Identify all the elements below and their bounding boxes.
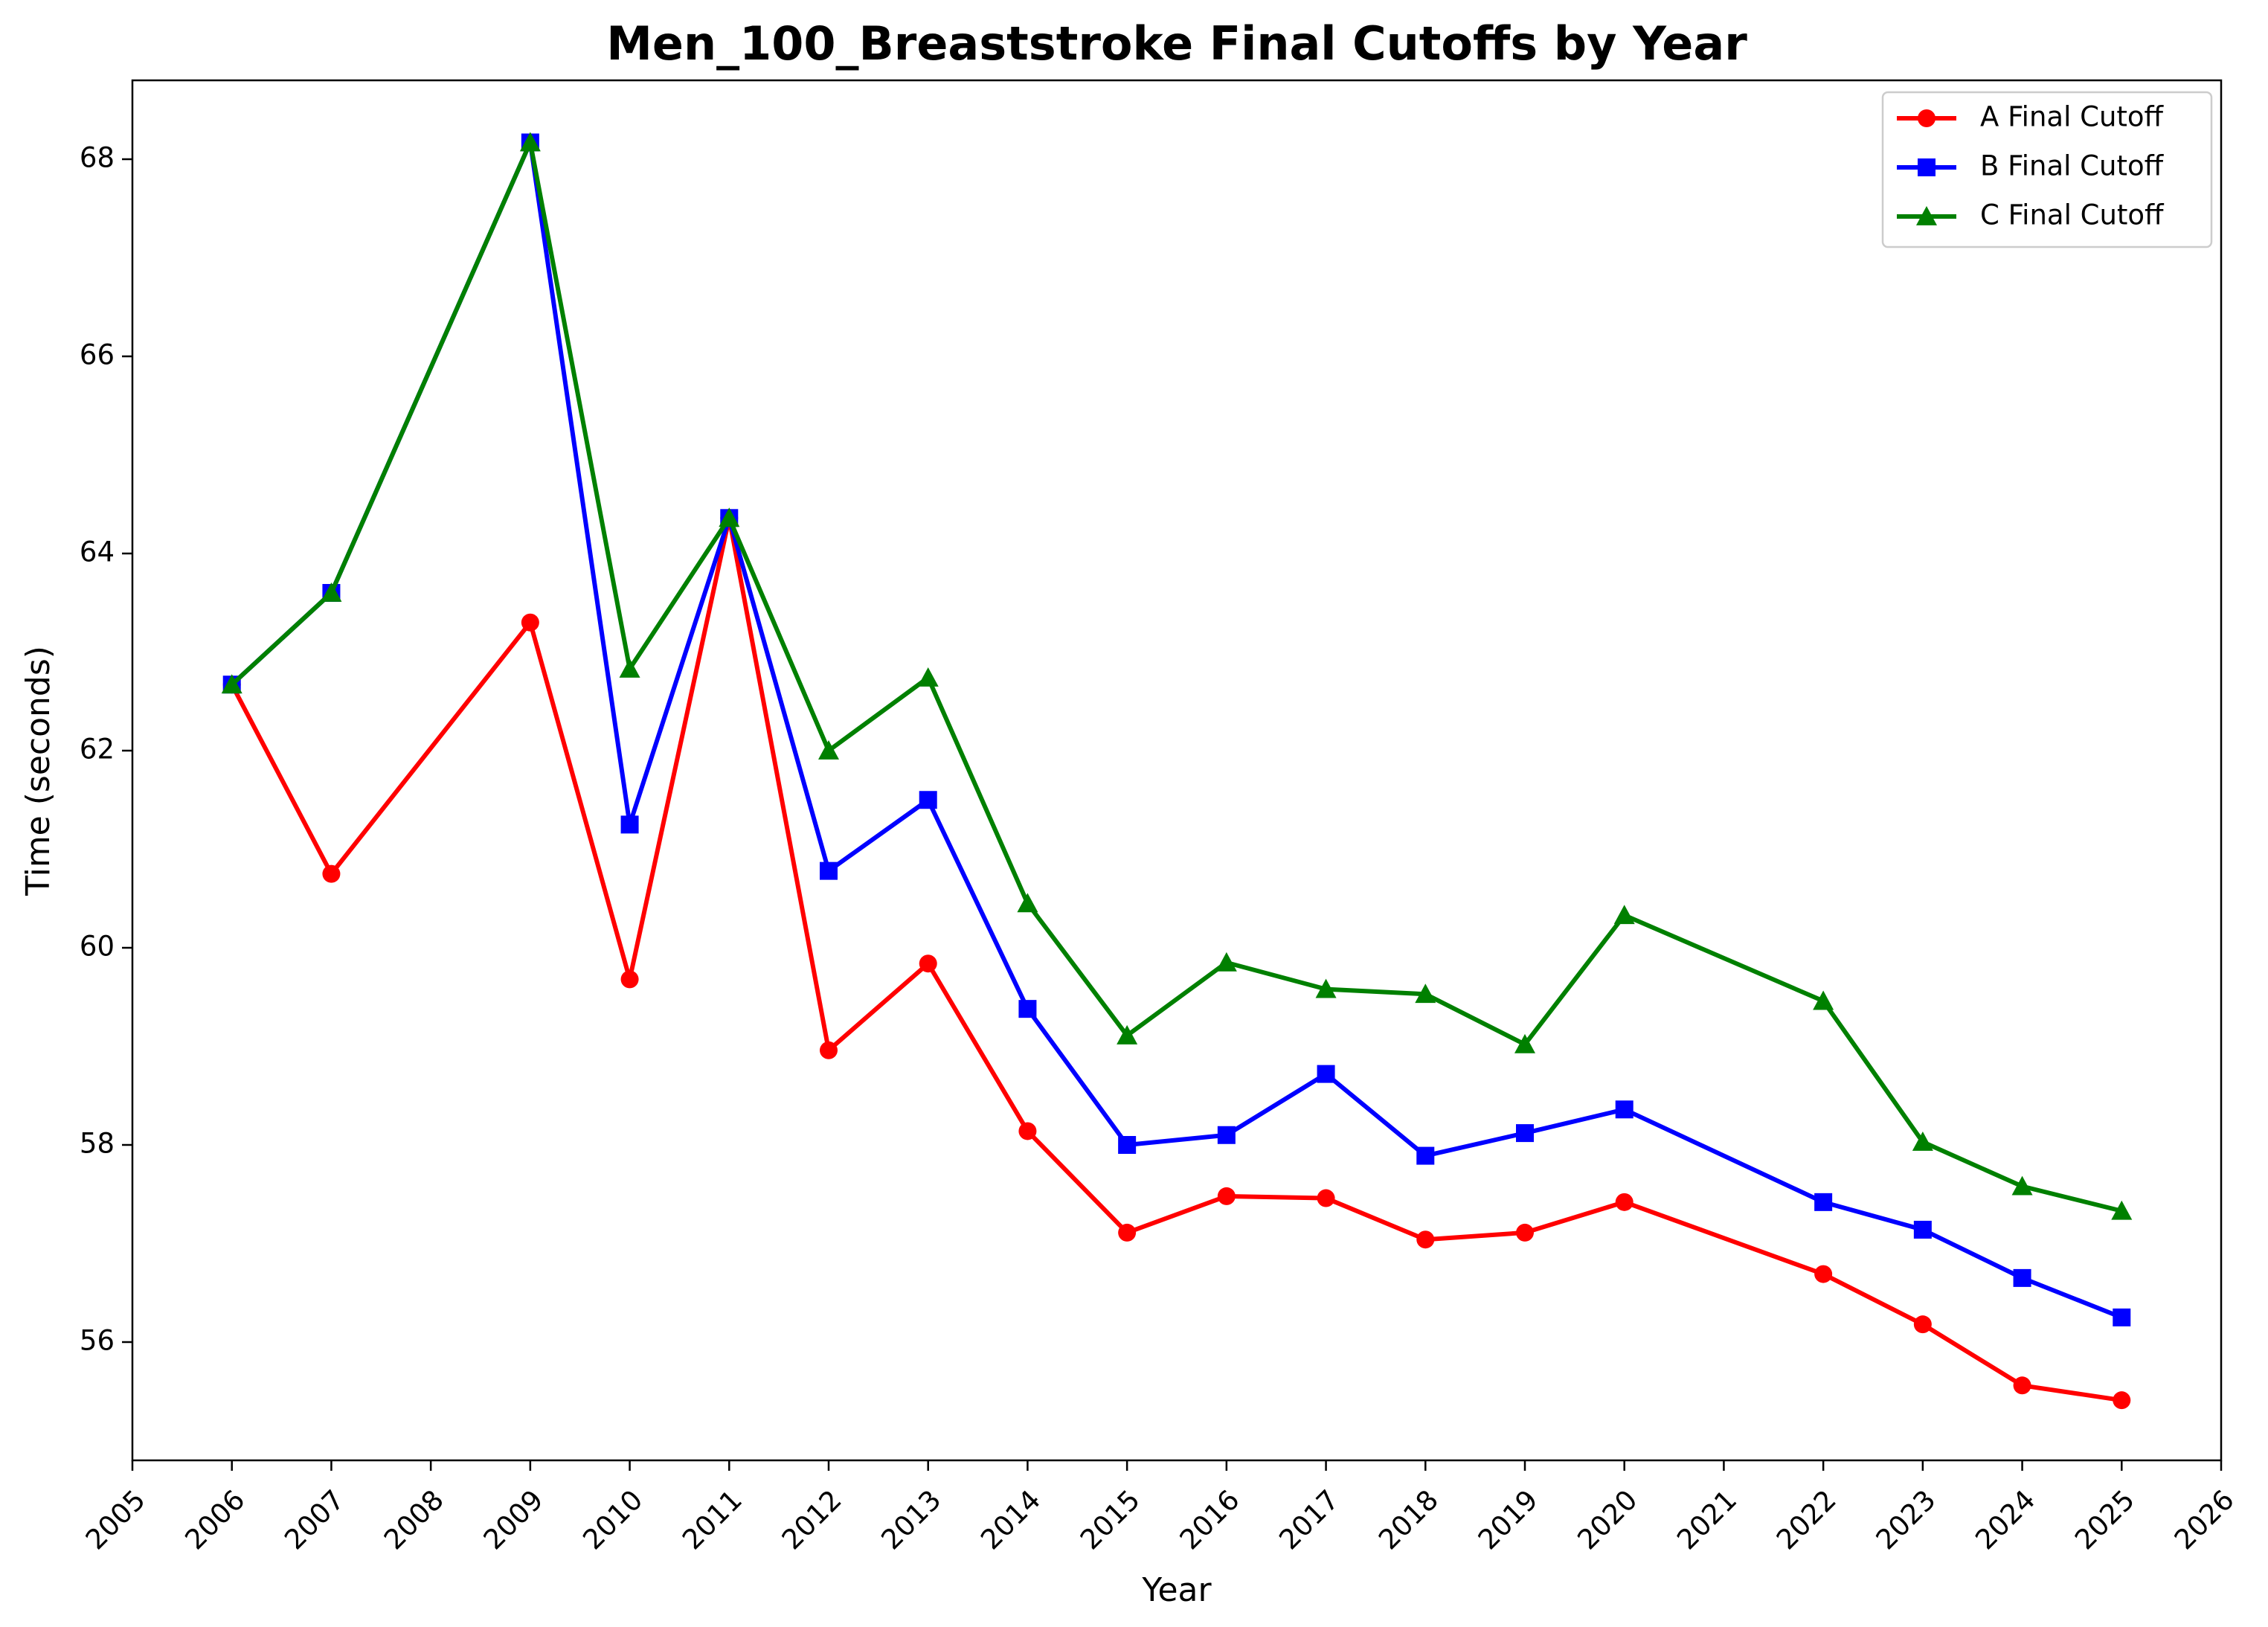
- y-tick-label: 60: [80, 931, 115, 963]
- data-point: [917, 667, 939, 687]
- data-point: [919, 791, 937, 809]
- data-point: [519, 132, 541, 152]
- series-line: [229, 140, 2124, 1213]
- data-point: [2013, 1268, 2031, 1287]
- series-line: [229, 140, 2124, 1320]
- legend-box: [1881, 91, 2213, 248]
- data-point: [1813, 990, 1834, 1010]
- data-point: [1317, 1065, 1335, 1083]
- y-tick-label: 64: [80, 536, 115, 568]
- y-axis-label: Time (seconds): [19, 646, 57, 896]
- data-point: [322, 864, 341, 883]
- data-point: [1814, 1265, 1833, 1283]
- data-point: [1514, 1033, 1535, 1053]
- y-tick-label: 56: [80, 1325, 115, 1357]
- data-point: [1516, 1223, 1534, 1242]
- data-point: [1317, 1189, 1335, 1207]
- legend-marker: [1916, 206, 1937, 225]
- data-point: [321, 583, 342, 602]
- data-point: [620, 815, 639, 834]
- data-point: [820, 1041, 838, 1059]
- data-point: [2113, 1391, 2131, 1410]
- y-tick-label: 66: [80, 339, 115, 371]
- data-point: [1018, 1122, 1037, 1140]
- data-point: [1913, 1220, 1932, 1239]
- data-point: [1315, 978, 1337, 998]
- legend: A Final Cutoff B Final Cutoff C Final Cuto…: [1881, 91, 2213, 248]
- data-point: [719, 507, 740, 527]
- data-point: [1615, 1100, 1633, 1119]
- data-point: [2011, 1175, 2033, 1196]
- data-point: [1516, 1124, 1534, 1143]
- y-tick-label: 58: [80, 1128, 115, 1160]
- series-circle: [222, 509, 2131, 1410]
- data-point: [820, 861, 838, 880]
- legend-label: A Final Cutoff: [1980, 101, 2165, 133]
- data-point: [1017, 893, 1038, 913]
- data-point: [818, 740, 839, 760]
- data-point: [521, 613, 539, 632]
- data-point: [1118, 1136, 1137, 1154]
- data-point: [1215, 952, 1237, 972]
- legend-marker: [1918, 158, 1935, 176]
- series-triangle: [221, 132, 2133, 1220]
- data-point: [1613, 905, 1635, 925]
- series-square: [222, 133, 2131, 1326]
- data-point: [1117, 1024, 1138, 1044]
- data-point: [2013, 1376, 2031, 1395]
- data-point: [1018, 1000, 1037, 1018]
- data-point: [1415, 983, 1436, 1004]
- data-point: [620, 970, 639, 989]
- data-point: [1416, 1146, 1435, 1165]
- data-point: [1118, 1223, 1137, 1242]
- plot-area-frame: [131, 79, 2223, 1462]
- y-tick-label: 68: [80, 142, 115, 174]
- data-point: [1912, 1132, 1933, 1151]
- legend-label: C Final Cutoff: [1980, 199, 2165, 231]
- data-point: [1615, 1193, 1633, 1211]
- data-point: [1814, 1193, 1833, 1211]
- y-tick-label: 62: [80, 734, 115, 766]
- series-line: [229, 516, 2124, 1403]
- legend-label: B Final Cutoff: [1980, 150, 2165, 182]
- x-axis-label: Year: [1141, 1571, 1212, 1609]
- data-point: [1217, 1187, 1236, 1205]
- legend-marker: [1918, 109, 1935, 127]
- data-point: [2111, 1200, 2133, 1220]
- data-point: [919, 954, 937, 973]
- data-point: [1416, 1230, 1435, 1249]
- data-point: [619, 658, 640, 678]
- data-point: [2113, 1308, 2131, 1326]
- data-point: [1913, 1315, 1932, 1334]
- series-group: [221, 132, 2133, 1410]
- chart-title: Men_100_Breaststroke Final Cutoffs by Ye…: [606, 16, 1747, 71]
- data-point: [1217, 1126, 1236, 1144]
- data-point: [221, 674, 242, 694]
